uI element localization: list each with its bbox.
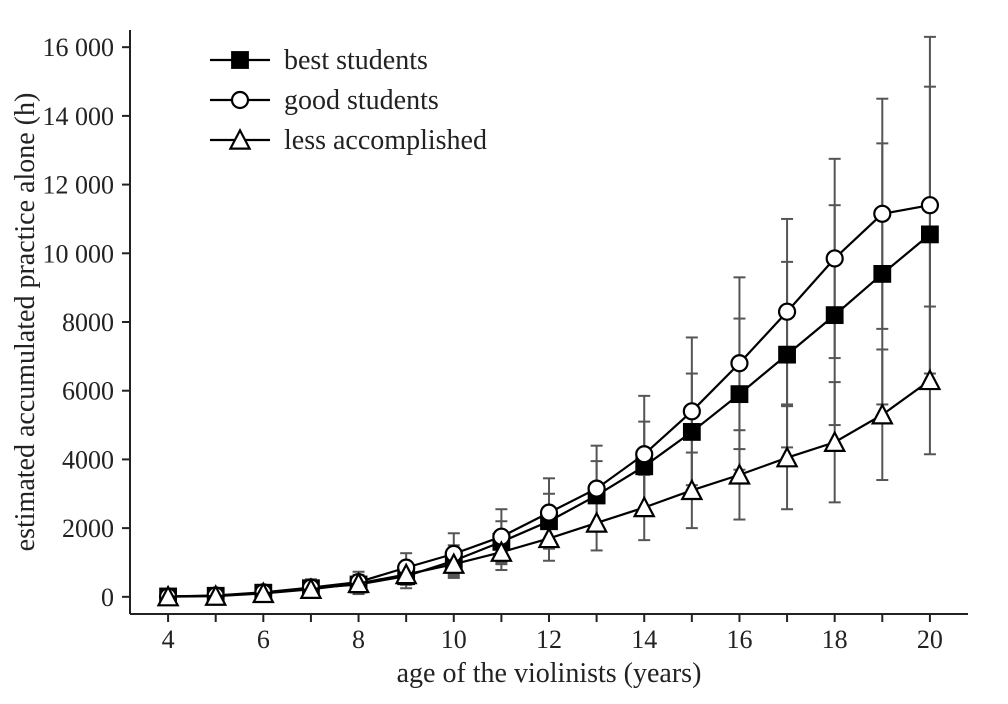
chart-container: 4 6 8 10 12 14 16 18 20 0 2000 4000 6000 8000 10 000 12… — [0, 0, 1008, 704]
x-tick-label: 4 — [162, 625, 175, 654]
practice-hours-chart: 4 6 8 10 12 14 16 18 20 0 2000 4000 6000 8000 10 000 12… — [0, 0, 1008, 704]
x-tick-label: 8 — [352, 625, 365, 654]
legend: best students good students less accomplis… — [210, 45, 487, 156]
x-tick-label: 18 — [822, 625, 848, 654]
y-tick-label: 4000 — [62, 445, 114, 474]
x-tick-label: 16 — [726, 625, 752, 654]
x-tick-label: 12 — [536, 625, 562, 654]
axes: 4 6 8 10 12 14 16 18 20 0 2000 4000 6000 8000 10 000 12… — [10, 30, 968, 689]
y-tick-label: 16 000 — [43, 33, 115, 62]
y-tick-label: 2000 — [62, 514, 114, 543]
y-tick-label: 0 — [101, 583, 114, 612]
y-tick-label: 14 000 — [43, 102, 115, 131]
y-tick-label: 12 000 — [43, 171, 115, 200]
y-tick-label: 8000 — [62, 308, 114, 337]
x-axis-label: age of the violinists (years) — [397, 658, 702, 689]
legend-label: best students — [284, 45, 428, 76]
x-tick-label: 6 — [257, 625, 270, 654]
series — [158, 197, 939, 605]
legend-label: good students — [284, 85, 439, 116]
x-tick-label: 10 — [441, 625, 467, 654]
y-tick-label: 6000 — [62, 377, 114, 406]
x-tick-label: 20 — [917, 625, 943, 654]
y-tick-label: 10 000 — [43, 239, 115, 268]
x-tick-label: 14 — [631, 625, 657, 654]
y-axis-label: estimated accumulated practice alone (h) — [10, 93, 41, 552]
legend-label: less accomplished — [284, 125, 487, 156]
